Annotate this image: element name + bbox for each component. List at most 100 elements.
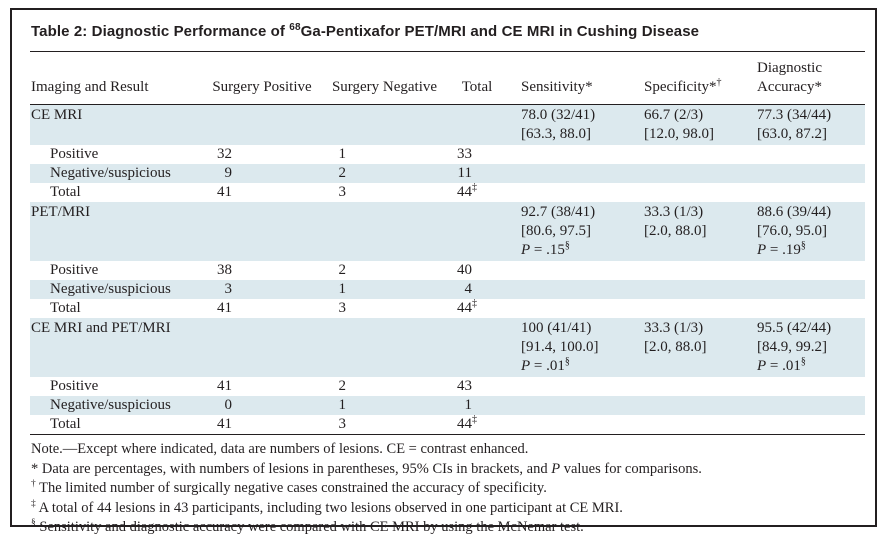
surgery-positive-value: 0	[224, 397, 233, 413]
surgery-positive-value: 32	[217, 146, 232, 162]
table-row: Negative/suspicious 3 1 4	[30, 280, 865, 299]
header-row: Imaging and Result Surgery Positive Surg…	[30, 52, 865, 105]
total-value: 40	[457, 262, 472, 278]
table-row: Positive 38 2 40	[30, 261, 865, 280]
col-header-imaging-and-result: Imaging and Result	[30, 52, 202, 105]
row-label: Total	[30, 415, 202, 435]
empty-cell	[741, 415, 865, 435]
table-row: Total 41 3 44‡	[30, 415, 865, 435]
surgery-negative-value: 1	[338, 397, 347, 413]
total-value: 1	[464, 397, 473, 413]
empty-cell	[507, 145, 629, 164]
p-value: P = .01§	[757, 356, 806, 375]
diagnostic-performance-table: Imaging and Result Surgery Positive Surg…	[30, 52, 865, 435]
empty-cell	[447, 318, 507, 377]
empty-cell	[629, 377, 741, 396]
row-label: Total	[50, 184, 81, 200]
footnote-double-dagger: ‡ A total of 44 lesions in 43 participan…	[31, 498, 623, 516]
table-row: Negative/suspicious 0 1 1	[30, 396, 865, 415]
combined-diagnostic-accuracy: 95.5 (42/44) [84.9, 99.2] P = .01§	[741, 318, 865, 377]
empty-cell	[629, 261, 741, 280]
empty-cell	[629, 396, 741, 415]
surgery-positive-value: 41	[202, 415, 322, 435]
empty-cell	[202, 318, 322, 377]
empty-cell	[741, 164, 865, 183]
total-value: 44‡	[457, 298, 477, 317]
surgery-positive-value: 41	[217, 184, 232, 200]
table-row: Total 41 3 44‡	[30, 183, 865, 202]
surgery-positive-value: 41	[217, 300, 232, 316]
surgery-negative-value: 1	[338, 281, 347, 297]
table-row: Total 41 3 44‡	[30, 299, 865, 318]
total-value: 44‡	[457, 182, 477, 201]
surgery-negative-value: 2	[338, 262, 347, 278]
empty-cell	[741, 299, 865, 318]
empty-cell	[629, 145, 741, 164]
table-title: Table 2: Diagnostic Performance of 68Ga-…	[30, 21, 865, 52]
table-row: Positive 41 2 43	[30, 377, 865, 396]
row-label: Positive	[50, 146, 99, 162]
col-header-sensitivity: Sensitivity*	[507, 52, 629, 105]
combined-specificity: 33.3 (1/3) [2.0, 88.0]	[644, 320, 707, 355]
table-note: Note.—Except where indicated, data are n…	[31, 441, 529, 457]
group-label: CE MRI	[31, 107, 83, 123]
p-value: P = .01§	[521, 356, 570, 375]
footnote-section: § Sensitivity and diagnostic accuracy we…	[31, 518, 584, 535]
col-header-total: Total	[447, 52, 507, 105]
total-value: 33	[457, 146, 472, 162]
surgery-negative-value: 2	[338, 165, 347, 181]
empty-cell	[629, 164, 741, 183]
isotope-superscript: 68	[289, 22, 301, 33]
total-value: 11	[457, 165, 472, 181]
empty-cell	[507, 261, 629, 280]
empty-cell	[447, 105, 507, 146]
footnotes: Note.—Except where indicated, data are n…	[30, 435, 865, 538]
row-label: Negative/suspicious	[50, 165, 171, 181]
surgery-negative-value: 3	[322, 415, 447, 435]
col-header-specificity: Specificity*†	[629, 52, 741, 105]
empty-cell	[741, 280, 865, 299]
empty-cell	[202, 202, 322, 261]
table-panel: Table 2: Diagnostic Performance of 68Ga-…	[10, 8, 877, 535]
empty-cell	[741, 396, 865, 415]
col-header-surgery-positive: Surgery Positive	[202, 52, 322, 105]
group-label: CE MRI and PET/MRI	[31, 320, 171, 336]
pet-mri-diagnostic-accuracy: 88.6 (39/44) [76.0, 95.0] P = .19§	[741, 202, 865, 261]
group-row-ce-mri: CE MRI 78.0 (32/41) [63.3, 88.0] 66.7 (2…	[30, 104, 865, 146]
surgery-positive-value: 3	[224, 281, 233, 297]
group-row-ce-mri-and-pet-mri: CE MRI and PET/MRI 100 (41/41) [91.4, 10…	[30, 318, 865, 377]
ce-mri-sensitivity: 78.0 (32/41) [63.3, 88.0]	[521, 107, 596, 142]
pet-mri-specificity: 33.3 (1/3) [2.0, 88.0]	[644, 204, 707, 239]
group-label: PET/MRI	[31, 204, 91, 220]
ce-mri-diagnostic-accuracy: 77.3 (34/44) [63.0, 87.2]	[757, 107, 832, 142]
surgery-negative-value: 2	[338, 378, 347, 394]
row-label: Positive	[50, 378, 99, 394]
empty-cell	[507, 183, 629, 202]
p-value: P = .19§	[757, 240, 806, 259]
total-value: 43	[457, 378, 472, 394]
footnote-asterisk: * Data are percentages, with numbers of …	[31, 460, 702, 477]
total-value: 4	[464, 281, 473, 297]
empty-cell	[507, 377, 629, 396]
group-row-pet-mri: PET/MRI 92.7 (38/41) [80.6, 97.5] P = .1…	[30, 202, 865, 261]
row-label: Total	[50, 300, 81, 316]
empty-cell	[741, 183, 865, 202]
surgery-positive-value: 38	[217, 262, 232, 278]
empty-cell	[629, 183, 741, 202]
empty-cell	[507, 164, 629, 183]
empty-cell	[322, 202, 447, 261]
table-row: Negative/suspicious 9 2 11	[30, 164, 865, 183]
empty-cell	[507, 396, 629, 415]
empty-cell	[447, 202, 507, 261]
pet-mri-sensitivity: 92.7 (38/41) [80.6, 97.5] P = .15§	[507, 202, 629, 261]
empty-cell	[322, 105, 447, 146]
empty-cell	[629, 280, 741, 299]
table-row: Positive 32 1 33	[30, 145, 865, 164]
total-value: 44‡	[447, 415, 507, 435]
surgery-negative-value: 1	[338, 146, 347, 162]
empty-cell	[741, 261, 865, 280]
empty-cell	[322, 318, 447, 377]
surgery-positive-value: 41	[217, 378, 232, 394]
title-prefix: Table 2: Diagnostic Performance of	[31, 23, 290, 40]
empty-cell	[629, 299, 741, 318]
